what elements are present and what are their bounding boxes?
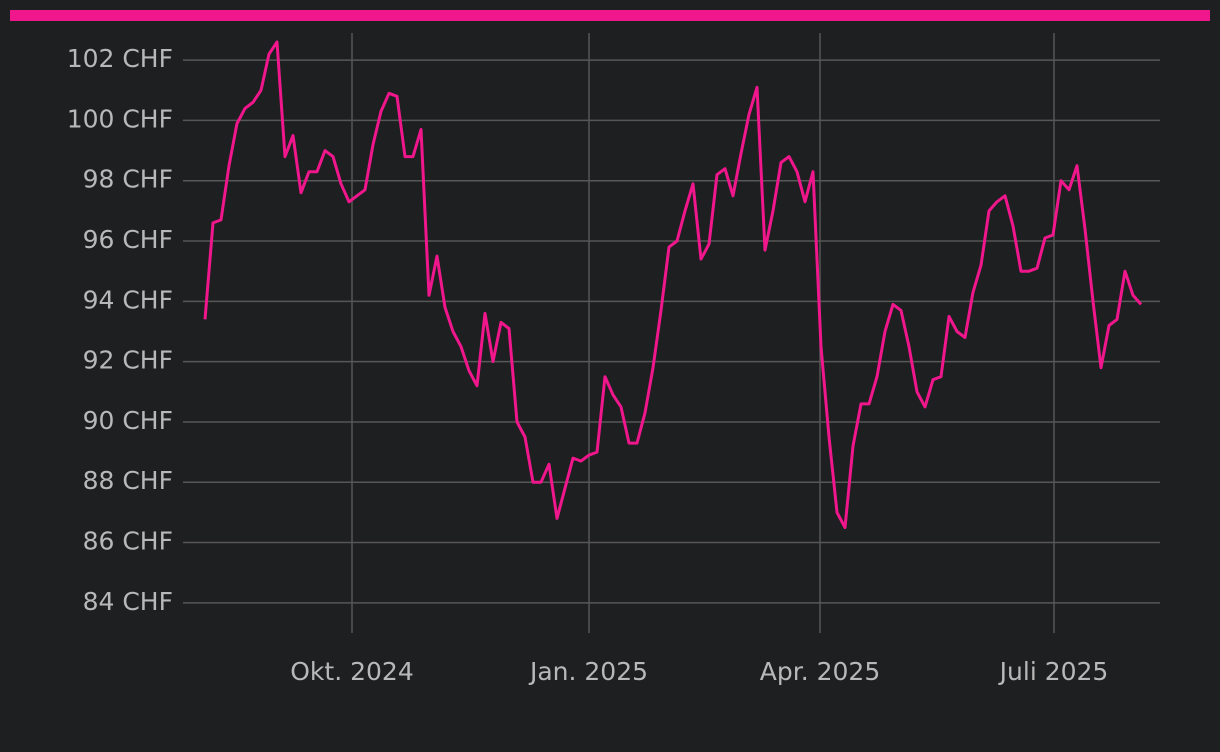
y-tick-label: 100 CHF (67, 104, 173, 133)
y-tick-label: 90 CHF (83, 406, 173, 435)
price-line (203, 40, 1143, 529)
x-tick-label: Jan. 2025 (528, 657, 648, 686)
y-tick-label: 98 CHF (83, 165, 173, 194)
y-tick-label: 102 CHF (67, 44, 173, 73)
y-tick-label: 92 CHF (83, 346, 173, 375)
x-tick-label: Okt. 2024 (290, 657, 413, 686)
y-tick-label: 84 CHF (83, 587, 173, 616)
accent-bar (10, 10, 1210, 21)
y-tick-label: 96 CHF (83, 225, 173, 254)
x-tick-label: Apr. 2025 (760, 657, 880, 686)
y-tick-label: 94 CHF (83, 285, 173, 314)
y-tick-label: 88 CHF (83, 466, 173, 495)
y-tick-label: 86 CHF (83, 527, 173, 556)
x-tick-label: Juli 2025 (998, 657, 1109, 686)
